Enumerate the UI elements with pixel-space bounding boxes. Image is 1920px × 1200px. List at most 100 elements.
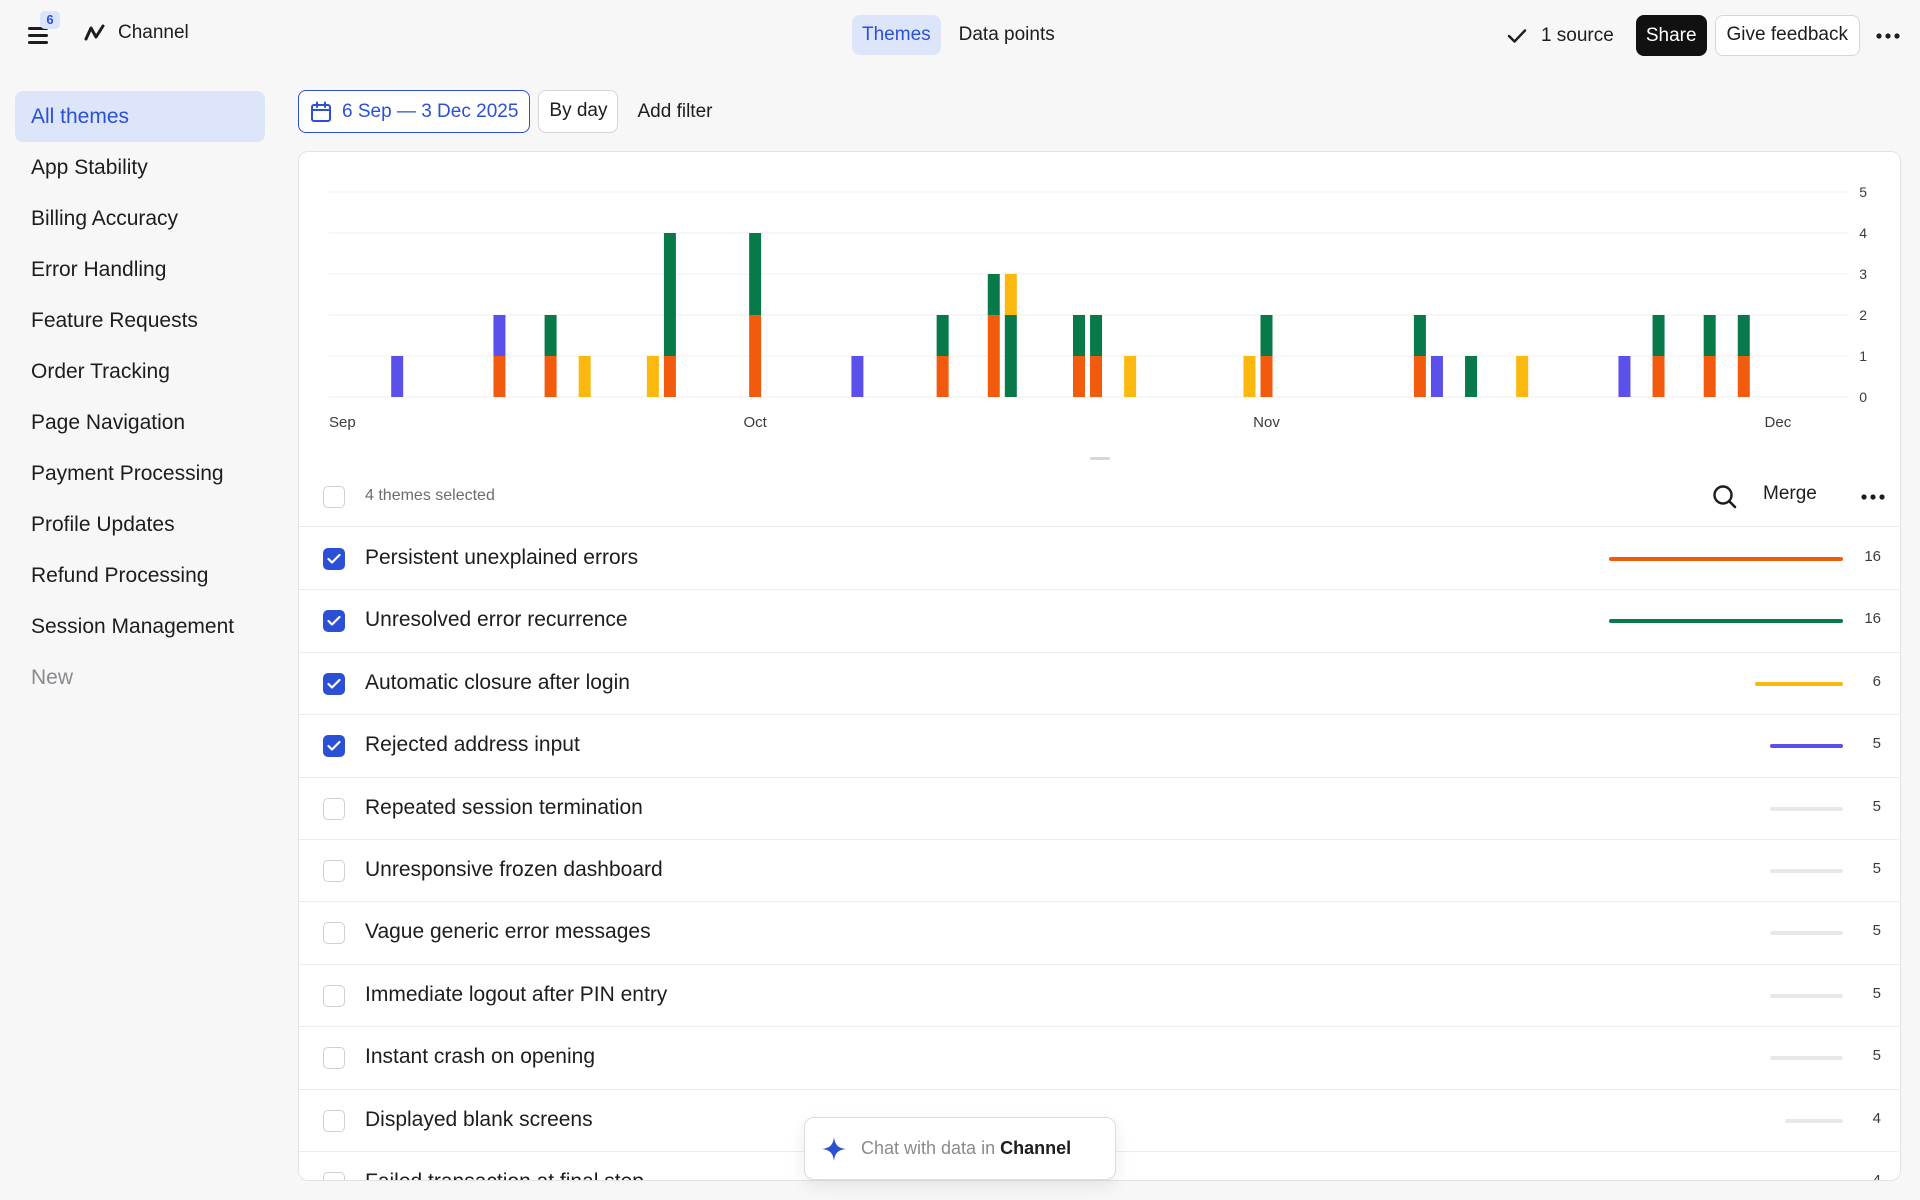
chart-bar: [544, 315, 557, 356]
tab-data-points[interactable]: Data points: [958, 24, 1055, 45]
theme-row[interactable]: Unresponsive frozen dashboard 5: [299, 840, 1899, 903]
theme-checkbox[interactable]: [323, 922, 345, 945]
theme-row[interactable]: Vague generic error messages 5: [299, 902, 1899, 965]
theme-checkbox[interactable]: [323, 1171, 345, 1180]
chart-bar: [1703, 315, 1716, 356]
list-more-button[interactable]: [1857, 481, 1889, 513]
theme-checkbox[interactable]: [323, 735, 345, 758]
chart-bar: [936, 315, 949, 356]
chart-bar: [1090, 356, 1103, 397]
theme-row[interactable]: Unresolved error recurrence 16: [299, 590, 1899, 653]
theme-count: 4: [1872, 1171, 1881, 1181]
theme-count: 5: [1872, 922, 1881, 940]
sidebar-item-payment-processing[interactable]: Payment Processing: [31, 462, 224, 485]
sidebar-item-error-handling[interactable]: Error Handling: [31, 258, 167, 281]
chart-bar: [1243, 356, 1256, 397]
sidebar-item-all-themes[interactable]: All themes: [15, 91, 265, 142]
chart-bar: [391, 356, 404, 397]
chart-bar: [1652, 356, 1665, 397]
search-button[interactable]: [1709, 481, 1741, 513]
theme-checkbox[interactable]: [323, 797, 345, 820]
chart-bar: [936, 356, 949, 397]
theme-row[interactable]: Persistent unexplained errors 16: [299, 528, 1899, 591]
give-feedback-button[interactable]: Give feedback: [1714, 15, 1860, 56]
date-range-button[interactable]: 6 Sep — 3 Dec 2025: [298, 90, 531, 133]
theme-row[interactable]: Instant crash on opening 5: [299, 1027, 1899, 1090]
search-icon: [1713, 485, 1737, 509]
granularity-button[interactable]: By day: [538, 90, 619, 133]
theme-label: Persistent unexplained errors: [365, 546, 639, 569]
chart-bar: [1004, 274, 1017, 315]
sidebar-item-billing-accuracy[interactable]: Billing Accuracy: [31, 207, 179, 230]
theme-label: Vague generic error messages: [365, 920, 651, 944]
chart-y-tick-label: 0: [1859, 389, 1867, 405]
sidebar-item-session-management[interactable]: Session Management: [31, 615, 235, 638]
theme-checkbox[interactable]: [323, 672, 345, 695]
sidebar-item-feature-requests[interactable]: Feature Requests: [31, 309, 198, 332]
tab-themes[interactable]: Themes: [852, 15, 941, 55]
add-filter-button[interactable]: Add filter: [637, 100, 713, 122]
date-range-label: 6 Sep — 3 Dec 2025: [342, 100, 519, 122]
theme-volume-bar: [1755, 681, 1843, 686]
chart-x-tick-label: Sep: [329, 414, 356, 431]
theme-row[interactable]: Repeated session termination 5: [299, 778, 1899, 840]
share-button[interactable]: Share: [1635, 15, 1707, 56]
theme-checkbox[interactable]: [323, 1047, 345, 1070]
theme-count: 5: [1872, 859, 1881, 877]
theme-count: 5: [1872, 1047, 1881, 1065]
chart-bar: [1737, 356, 1750, 397]
chart-y-tick-label: 3: [1859, 266, 1867, 282]
theme-volume-bar: [1769, 993, 1843, 998]
chart-resize-handle[interactable]: [1090, 457, 1110, 460]
chat-app-name: Channel: [1000, 1138, 1072, 1158]
top-bar: 6 Channel Themes Data points 1 source Sh…: [0, 0, 1920, 70]
sidebar-item-page-navigation[interactable]: Page Navigation: [31, 411, 186, 434]
theme-checkbox[interactable]: [323, 548, 345, 570]
theme-count: 6: [1872, 672, 1881, 690]
list-header: 4 themes selected Merge: [299, 467, 1899, 527]
chart-bar: [1430, 356, 1443, 397]
theme-checkbox[interactable]: [323, 1109, 345, 1132]
theme-count: 16: [1864, 548, 1881, 565]
chart-bar: [851, 356, 864, 397]
more-options-button[interactable]: [1872, 20, 1904, 52]
brand[interactable]: Channel: [84, 22, 189, 44]
source-selector[interactable]: 1 source: [1507, 25, 1614, 47]
themes-chart: 0 1 2 3 4 5 Sep Oct Nov Dec: [329, 184, 1867, 431]
theme-volume-bar: [1784, 1118, 1843, 1123]
theme-row[interactable]: Automatic closure after login 6: [299, 653, 1899, 716]
chart-bar: [987, 274, 1000, 315]
chart-bar: [749, 315, 762, 397]
chart-x-tick-label: Nov: [1253, 414, 1280, 431]
theme-row[interactable]: Failed transaction at final step 4: [299, 1152, 1899, 1181]
sidebar-item-app-stability[interactable]: App Stability: [31, 156, 148, 179]
theme-list: Persistent unexplained errors 16 Unresol…: [299, 528, 1899, 1181]
sidebar-item-refund-processing[interactable]: Refund Processing: [31, 564, 209, 587]
sidebar-item-order-tracking[interactable]: Order Tracking: [31, 360, 170, 383]
theme-count: 16: [1864, 610, 1881, 628]
theme-checkbox[interactable]: [323, 984, 345, 1007]
chart-bar: [1703, 356, 1716, 397]
theme-checkbox[interactable]: [323, 859, 345, 882]
chart-y-tick-label: 5: [1859, 184, 1867, 200]
check-icon: [327, 678, 341, 689]
sidebar-new-theme[interactable]: New: [31, 666, 74, 689]
theme-count: 5: [1872, 735, 1881, 753]
chart-bar: [1260, 356, 1273, 397]
menu-icon: [28, 27, 48, 30]
theme-label: Displayed blank screens: [365, 1107, 593, 1131]
chart-bar: [1090, 315, 1103, 356]
theme-row[interactable]: Rejected address input 5: [299, 715, 1899, 778]
theme-row[interactable]: Immediate logout after PIN entry 5: [299, 965, 1899, 1028]
select-all-checkbox[interactable]: [323, 486, 345, 508]
theme-checkbox[interactable]: [323, 610, 345, 633]
menu-count-badge: 6: [40, 11, 60, 29]
sidebar-item-profile-updates[interactable]: Profile Updates: [31, 513, 175, 536]
theme-count: 5: [1872, 984, 1881, 1002]
chat-with-data-button[interactable]: Chat with data in Channel: [804, 1117, 1116, 1180]
chart-bar: [544, 356, 557, 397]
menu-icon-line: [28, 41, 48, 44]
theme-volume-bar: [1609, 619, 1843, 624]
menu-button[interactable]: [26, 24, 52, 46]
merge-button[interactable]: Merge: [1763, 483, 1817, 504]
